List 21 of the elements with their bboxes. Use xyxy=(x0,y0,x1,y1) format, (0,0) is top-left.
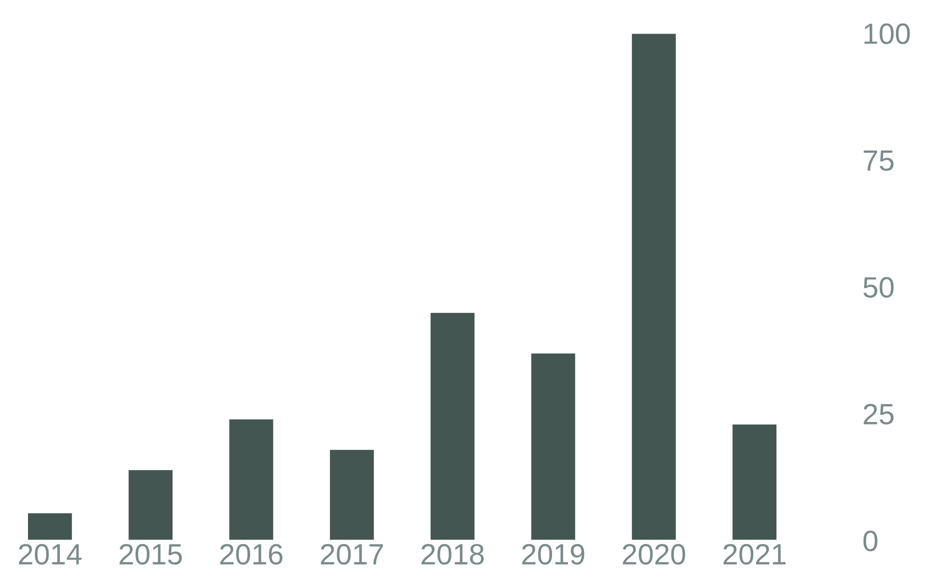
y-tick-label: 50 xyxy=(863,277,894,298)
x-tick-label: 2015 xyxy=(120,544,182,565)
bar xyxy=(228,418,275,540)
bar xyxy=(530,352,577,540)
y-tick-label: 0 xyxy=(863,530,878,552)
bar xyxy=(429,312,476,540)
x-tick-label: 2017 xyxy=(320,544,383,565)
x-tick-label: 2021 xyxy=(724,544,786,565)
y-tick-label: 100 xyxy=(864,23,910,44)
y-tick-label: 25 xyxy=(864,404,894,424)
bar xyxy=(731,423,778,540)
bar xyxy=(127,468,174,540)
bar xyxy=(630,33,678,540)
bar xyxy=(328,448,376,540)
x-tick-label: 2020 xyxy=(622,544,686,565)
x-tick-label: 2016 xyxy=(220,544,282,565)
y-tick-label: 75 xyxy=(864,150,894,171)
x-tick-label: 2019 xyxy=(522,544,584,565)
x-tick-label: 2018 xyxy=(422,544,484,565)
x-tick-label: 2014 xyxy=(18,544,82,565)
bar xyxy=(26,512,74,540)
